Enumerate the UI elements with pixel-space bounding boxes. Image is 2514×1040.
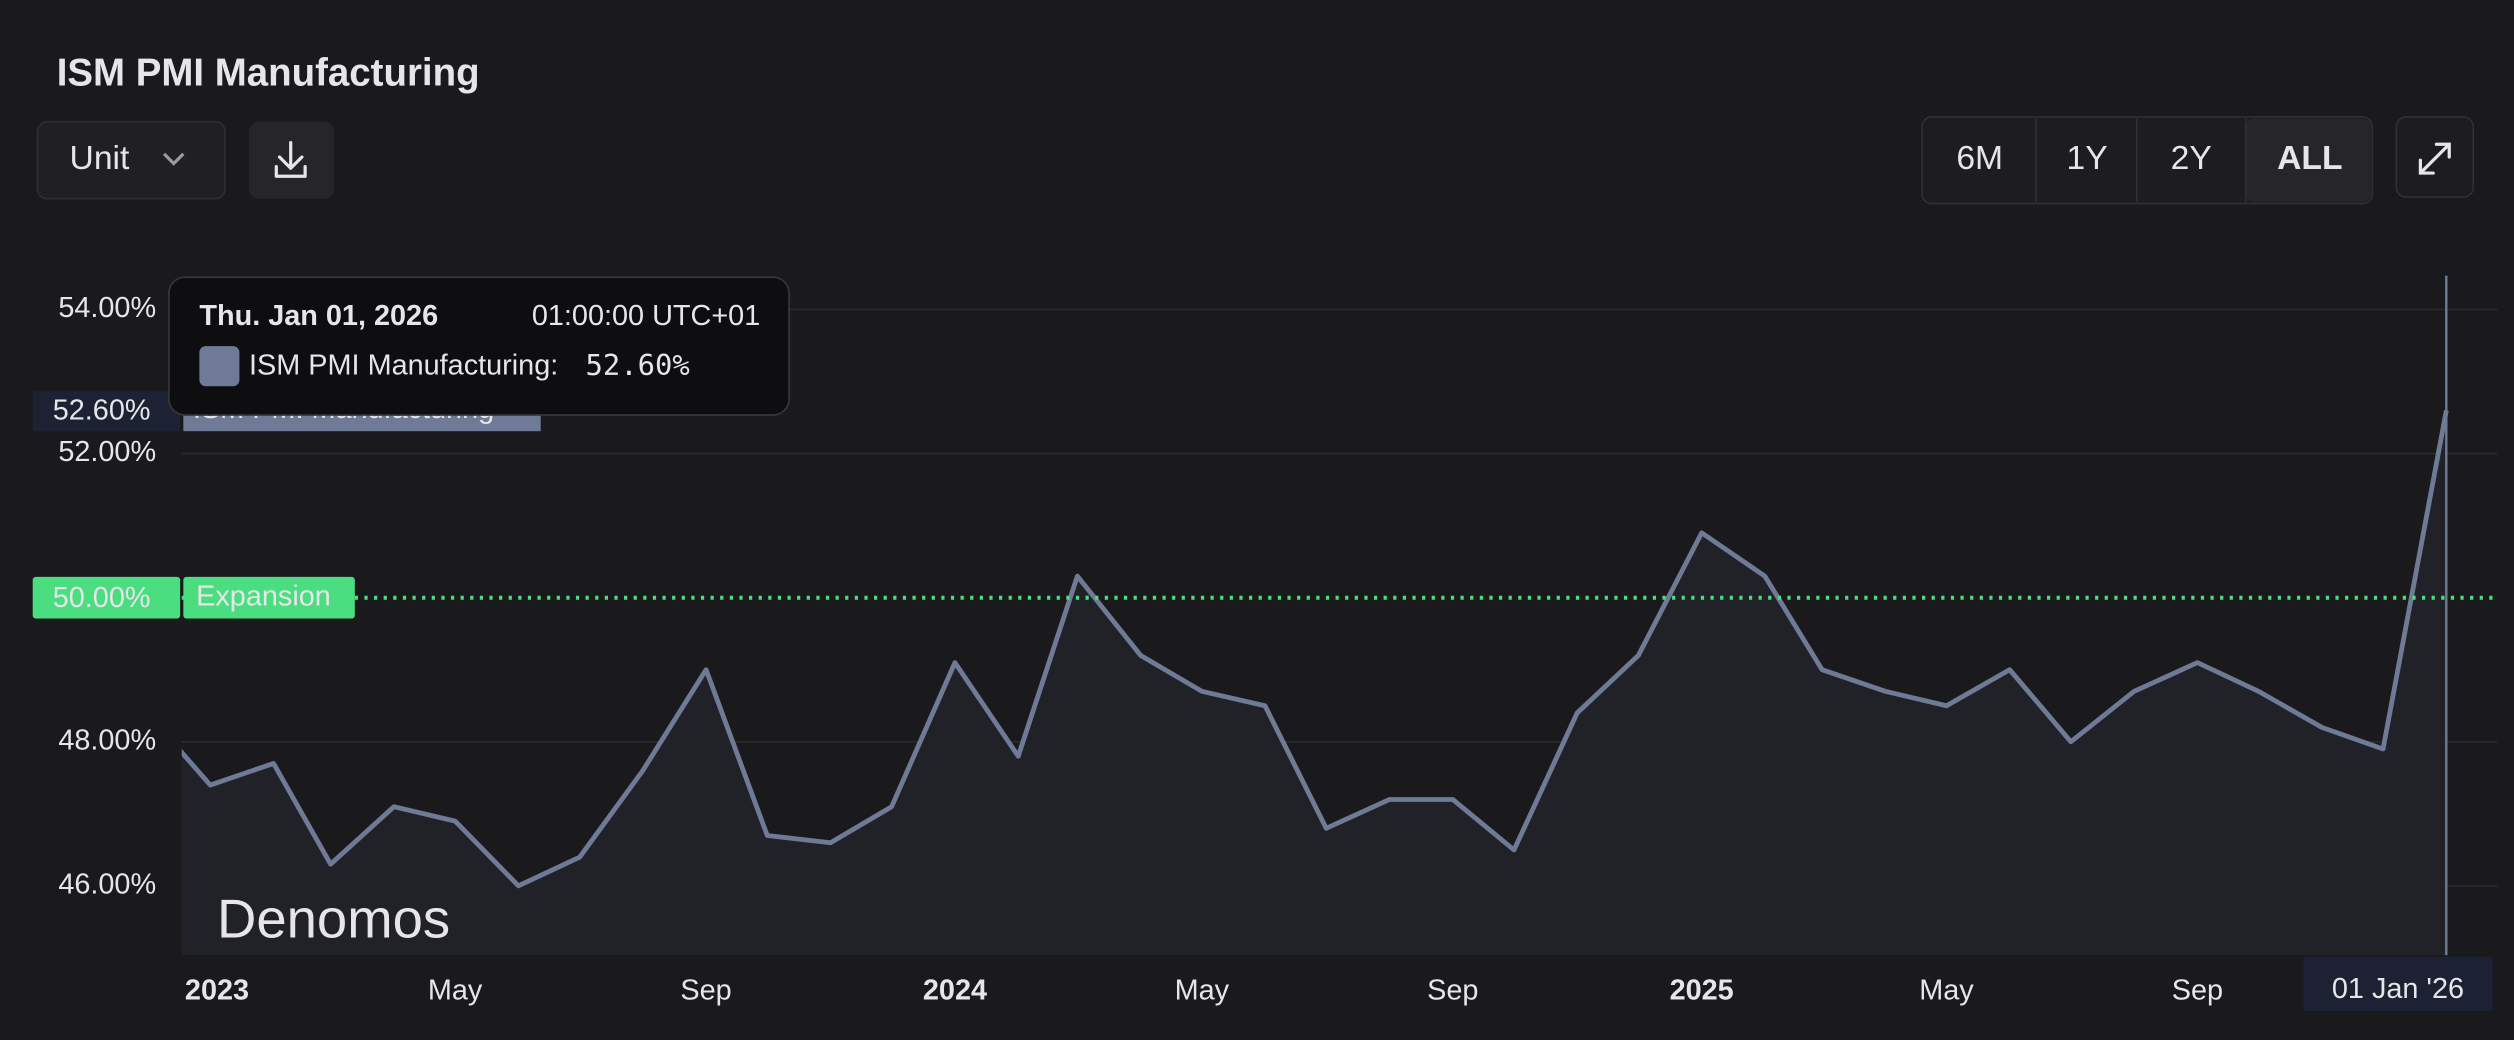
x-tick-label: May [1919, 975, 1974, 1007]
area [181, 410, 2447, 956]
chevron-icon[interactable] [162, 152, 185, 166]
reference-label-bg [183, 576, 355, 619]
crosshair-label: 01 Jan '26 [2332, 973, 2464, 1005]
watermark: Denomos [217, 888, 450, 949]
tooltip-time: 01:00:00 UTC+01 [532, 300, 760, 332]
x-tick-label: Sep [2172, 975, 2223, 1007]
tooltip-date: Thu. Jan 01, 2026 [199, 300, 438, 332]
x-tick-label: 2023 [185, 975, 249, 1007]
tooltip: Thu. Jan 01, 2026 01:00:00 UTC+01 ISM PMI … [168, 276, 790, 416]
range-selector[interactable]: 6M 1Y 2Y ALL [1921, 116, 2374, 205]
x-tick-label: 2025 [1670, 975, 1734, 1007]
tooltip-box [168, 276, 790, 416]
x-tick-label: Sep [1427, 975, 1478, 1007]
x-tick-label: May [1175, 975, 1230, 1007]
last-value-label: 52.60% [53, 395, 151, 427]
y-tick-label: 52.00% [58, 436, 156, 468]
y-tick-label: 46.00% [58, 869, 156, 901]
reference-label: Expansion [196, 580, 331, 612]
tooltip-series-label: ISM PMI Manufacturing: [249, 350, 558, 382]
reference-badge [32, 576, 181, 619]
reference-value-label: 50.00% [53, 582, 151, 614]
fullscreen-button[interactable] [2395, 116, 2475, 198]
download-icon[interactable] [274, 141, 307, 178]
y-tick-label: 54.00% [58, 292, 156, 324]
plot: 46.00% 48.00% 52.00% 54.00% Denomos 50.00% Exp… [32, 275, 2498, 1012]
tooltip-swatch [199, 346, 240, 387]
download-button[interactable] [249, 121, 334, 199]
dropdown-label[interactable]: Unit [70, 140, 130, 177]
x-tick-label: May [428, 975, 483, 1007]
unit-dropdown[interactable]: Unit [36, 120, 226, 200]
series-group [181, 409, 2449, 956]
range-button[interactable]: ALL [2277, 140, 2342, 177]
x-tick-label: 2024 [923, 975, 987, 1007]
range-button[interactable]: 6M [1956, 140, 2003, 177]
y-tick-label: 48.00% [58, 724, 156, 756]
x-tick-label: Sep [680, 975, 731, 1007]
line [181, 409, 2449, 889]
crosshair-label-bg [2303, 956, 2493, 1012]
chart-title: ISM PMI Manufacturing [57, 51, 480, 94]
expand-icon[interactable] [2418, 142, 2451, 175]
tooltip-value: 52.60% [586, 348, 690, 382]
range-button[interactable]: 2Y [2171, 140, 2212, 177]
last-value-badge [32, 391, 181, 432]
range-button[interactable]: 1Y [2066, 140, 2107, 177]
dropdown-box[interactable] [36, 120, 226, 200]
active-range-bg [2245, 118, 2371, 202]
